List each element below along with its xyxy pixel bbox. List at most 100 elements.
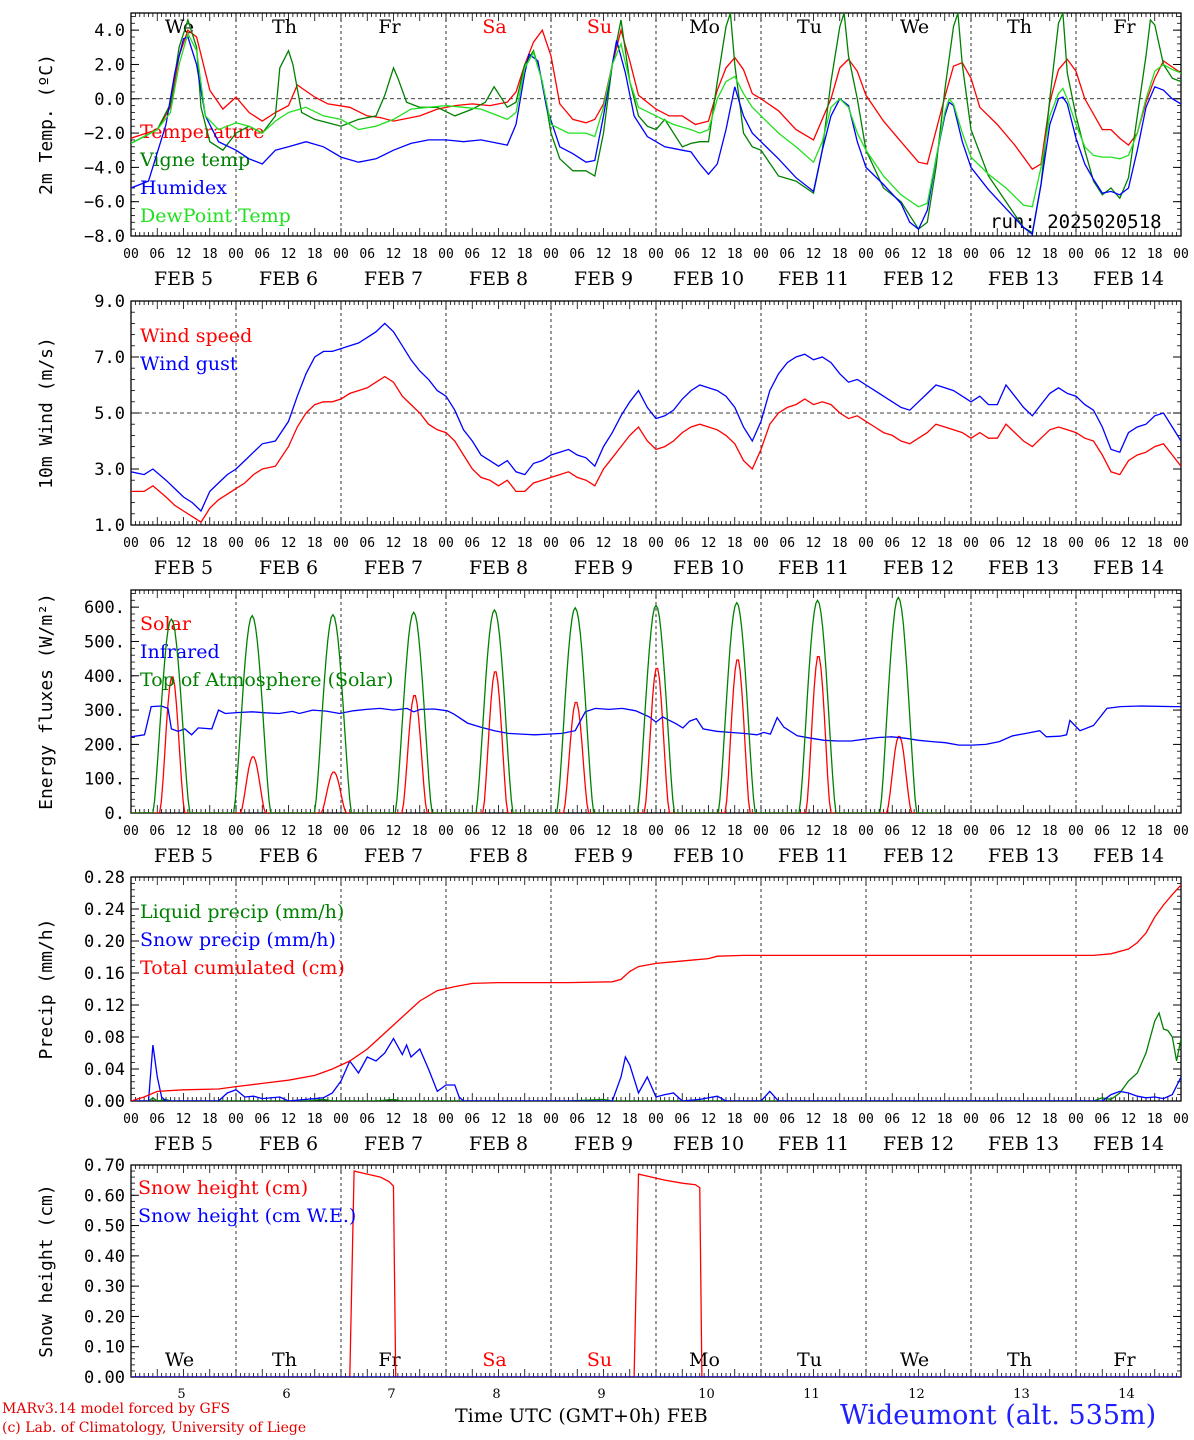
y-tick-label: 9.0 [94,292,125,312]
weekday-label: Tu [797,1349,822,1371]
hour-tick-label: 18 [1042,247,1058,262]
hour-tick-label: 00 [648,536,664,551]
hour-tick-label: 06 [989,1112,1005,1127]
y-tick-label: 0.30 [84,1277,125,1297]
date-label: FEB 8 [469,268,528,290]
hour-tick-label: 18 [202,1112,218,1127]
legend-entry: Top of Atmosphere (Solar) [140,669,393,691]
hour-tick-label: 12 [1016,247,1032,262]
hour-tick-label: 12 [701,247,717,262]
series-line [131,1037,1181,1101]
hour-tick-label: 06 [359,247,375,262]
date-label: FEB 11 [778,1133,849,1155]
hour-tick-label: 06 [884,536,900,551]
hour-tick-label: 18 [622,824,638,839]
hour-tick-label: 06 [884,1112,900,1127]
y-tick-label: −4.0 [84,158,125,178]
hour-tick-label: 00 [648,247,664,262]
weekday-label: Th [1007,1349,1032,1371]
date-label: FEB 10 [673,845,744,867]
hour-tick-label: 12 [491,536,507,551]
legend-entry: Liquid precip (mm/h) [140,901,344,923]
y-axis-label: Energy fluxes (W/m²) [36,593,57,810]
series-line [131,884,1181,1101]
y-tick-label: 300. [84,701,125,721]
day-number-label: 6 [282,1387,290,1402]
date-label: FEB 6 [259,557,318,579]
y-tick-label: 200. [84,735,125,755]
hour-tick-label: 06 [569,824,585,839]
hour-tick-label: 12 [911,247,927,262]
hour-tick-label: 12 [1121,824,1137,839]
y-tick-label: 0.28 [84,868,125,888]
hour-tick-label: 00 [1173,1112,1189,1127]
hour-tick-label: 12 [596,247,612,262]
date-label: FEB 7 [364,845,423,867]
model-credit: MARv3.14 model forced by GFS [2,1401,231,1417]
hour-tick-label: 06 [1094,536,1110,551]
hour-tick-label: 12 [1121,1112,1137,1127]
date-label: FEB 7 [364,268,423,290]
hour-tick-label: 00 [753,1112,769,1127]
hour-tick-label: 18 [1147,536,1163,551]
y-tick-label: 1.0 [94,516,125,536]
day-number-label: 13 [1013,1387,1030,1402]
hour-tick-label: 12 [806,536,822,551]
hour-tick-label: 06 [569,536,585,551]
series-line [131,655,939,813]
y-tick-label: 100. [84,770,125,790]
hour-tick-label: 12 [806,247,822,262]
hour-tick-label: 18 [727,536,743,551]
hour-tick-label: 18 [937,247,953,262]
y-tick-label: 0.04 [84,1060,125,1080]
series-line [131,375,1181,524]
hour-tick-label: 06 [674,824,690,839]
date-label: FEB 10 [673,1133,744,1155]
legend-entry: Snow height (cm) [138,1177,308,1199]
weekday-label: Mo [689,16,720,38]
date-label: FEB 7 [364,1133,423,1155]
series-line [131,322,1181,513]
hour-tick-label: 06 [149,247,165,262]
hour-tick-label: 00 [123,536,139,551]
hour-tick-label: 12 [281,1112,297,1127]
date-label: FEB 14 [1093,1133,1164,1155]
hour-tick-label: 06 [254,1112,270,1127]
date-label: FEB 9 [574,557,633,579]
hour-tick-label: 18 [412,824,428,839]
date-label: FEB 12 [883,557,954,579]
y-tick-label: −2.0 [84,124,125,144]
date-label: FEB 9 [574,1133,633,1155]
hour-tick-label: 18 [517,247,533,262]
hour-tick-label: 18 [727,1112,743,1127]
y-tick-label: 5.0 [94,404,125,424]
legend-entry: Vigne temp [139,149,250,171]
hour-tick-label: 12 [701,536,717,551]
hour-tick-label: 06 [1094,824,1110,839]
hour-tick-label: 00 [858,1112,874,1127]
y-tick-label: 0.20 [84,1307,125,1327]
hour-tick-label: 00 [438,536,454,551]
hour-tick-label: 06 [779,247,795,262]
hour-tick-label: 12 [176,536,192,551]
hour-tick-label: 00 [543,824,559,839]
hour-tick-label: 06 [779,824,795,839]
hour-tick-label: 00 [228,1112,244,1127]
hour-tick-label: 00 [123,247,139,262]
hour-tick-label: 18 [727,247,743,262]
hour-tick-label: 12 [386,824,402,839]
weekday-label: We [900,16,929,38]
date-label: FEB 8 [469,1133,528,1155]
series-line [131,36,1181,236]
hour-tick-label: 00 [1173,247,1189,262]
weekday-label: Th [1007,16,1032,38]
date-label: FEB 7 [364,557,423,579]
hour-tick-label: 12 [806,824,822,839]
hour-tick-label: 00 [1068,247,1084,262]
hour-tick-label: 12 [176,247,192,262]
date-label: FEB 8 [469,557,528,579]
hour-tick-label: 06 [149,1112,165,1127]
hour-tick-label: 06 [884,824,900,839]
weekday-label: We [165,1349,194,1371]
legend-entry: Wind speed [140,325,252,347]
